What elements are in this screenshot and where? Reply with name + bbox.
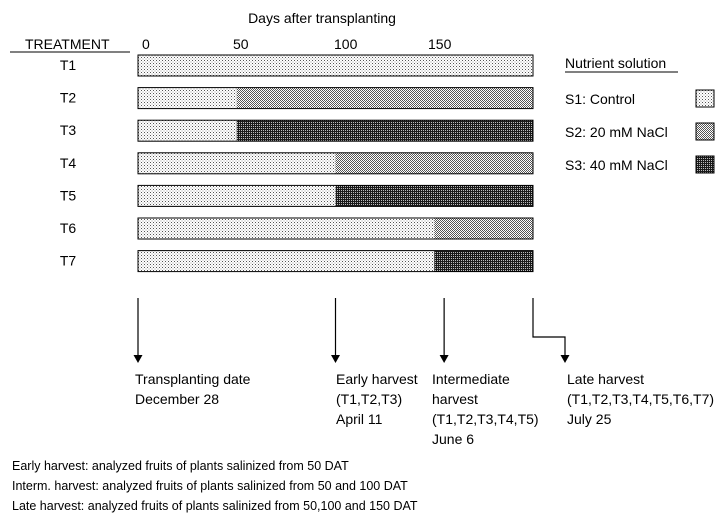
note-line: Early harvest: analyzed fruits of plants… bbox=[12, 459, 349, 473]
saline-segment bbox=[434, 218, 533, 239]
treatment-label: T1 bbox=[60, 57, 77, 73]
legend: S1: Control S2: 20 mM NaCl S3: 40 mM NaCl bbox=[565, 89, 715, 174]
legend-swatch bbox=[695, 155, 715, 174]
arrowhead-icon bbox=[331, 355, 340, 363]
treatment-bar bbox=[137, 119, 534, 142]
legend-item-label: S1: Control bbox=[565, 91, 635, 107]
bar-outline bbox=[137, 217, 534, 240]
saline-segment bbox=[335, 185, 533, 207]
note-line: Interm. harvest: analyzed fruits of plan… bbox=[12, 479, 408, 493]
event-label-line: December 28 bbox=[135, 391, 219, 407]
treatment-bar bbox=[137, 250, 534, 273]
event-label-line: Transplanting date bbox=[135, 371, 251, 387]
event-arrow bbox=[133, 298, 143, 363]
control-segment bbox=[138, 87, 237, 109]
treatment-label: T2 bbox=[60, 90, 77, 106]
legend-title: Nutrient solution bbox=[565, 55, 666, 71]
treatment-bar bbox=[137, 184, 534, 207]
treatment-label: T3 bbox=[60, 122, 77, 138]
treatment-header: TREATMENT bbox=[25, 36, 110, 52]
event-label-line: Early harvest bbox=[336, 371, 418, 387]
axis-tick-label: 100 bbox=[334, 36, 358, 52]
harvest-events: Transplanting date December 28 Early harve… bbox=[133, 298, 714, 447]
event-label-line: June 6 bbox=[432, 431, 474, 447]
legend-swatch bbox=[695, 122, 715, 141]
control-segment bbox=[138, 218, 435, 239]
legend-swatch bbox=[695, 89, 715, 108]
event-label-line: July 25 bbox=[567, 411, 612, 427]
treatment-bar bbox=[137, 87, 534, 110]
treatment-bars: T1 T2 T3 T4 T5 T6 T7 bbox=[60, 54, 534, 273]
event-arrow bbox=[532, 298, 570, 363]
note-line: Late harvest: analyzed fruits of plants … bbox=[12, 499, 418, 513]
event-label-line: Intermediate bbox=[432, 371, 510, 387]
treatment-bar bbox=[137, 54, 534, 77]
treatment-bar bbox=[137, 217, 534, 240]
event-arrow bbox=[331, 298, 340, 363]
bar-outline bbox=[137, 250, 534, 273]
treatment-label: T5 bbox=[60, 187, 77, 203]
bar-outline bbox=[137, 54, 534, 77]
saline-segment bbox=[335, 152, 533, 174]
event-label-line: (T1,T2,T3,T4,T5,T6,T7) bbox=[567, 391, 714, 407]
bar-outline bbox=[137, 119, 534, 142]
saline-segment bbox=[434, 250, 533, 272]
bar-outline bbox=[137, 184, 534, 207]
saline-segment bbox=[236, 87, 533, 109]
event-label-line: April 11 bbox=[336, 411, 383, 427]
control-segment bbox=[138, 152, 336, 174]
axis-tick-label: 50 bbox=[233, 36, 249, 52]
treatment-label: T7 bbox=[60, 253, 77, 269]
diagram-title: Days after transplanting bbox=[248, 10, 396, 26]
event-label-line: harvest bbox=[432, 391, 478, 407]
bar-outline bbox=[137, 152, 534, 175]
control-segment bbox=[138, 120, 237, 142]
treatment-bar bbox=[137, 152, 534, 175]
control-segment bbox=[138, 185, 336, 207]
control-segment bbox=[138, 55, 533, 76]
event-label-line: Late harvest bbox=[567, 371, 644, 387]
arrowhead-icon bbox=[439, 355, 449, 363]
event-label-line: (T1,T2,T3) bbox=[336, 391, 402, 407]
saline-segment bbox=[236, 120, 533, 142]
arrowhead-icon bbox=[560, 355, 570, 363]
axis-tick-label: 150 bbox=[428, 36, 452, 52]
legend-item-label: S2: 20 mM NaCl bbox=[565, 124, 668, 140]
legend-item-label: S3: 40 mM NaCl bbox=[565, 157, 668, 173]
axis-tick-label: 0 bbox=[142, 36, 150, 52]
arrowhead-icon bbox=[133, 355, 143, 363]
event-arrow bbox=[439, 298, 449, 363]
bar-outline bbox=[137, 87, 534, 110]
treatment-label: T6 bbox=[60, 220, 77, 236]
treatment-label: T4 bbox=[60, 155, 77, 171]
control-segment bbox=[138, 250, 435, 272]
event-label-line: (T1,T2,T3,T4,T5) bbox=[432, 411, 539, 427]
